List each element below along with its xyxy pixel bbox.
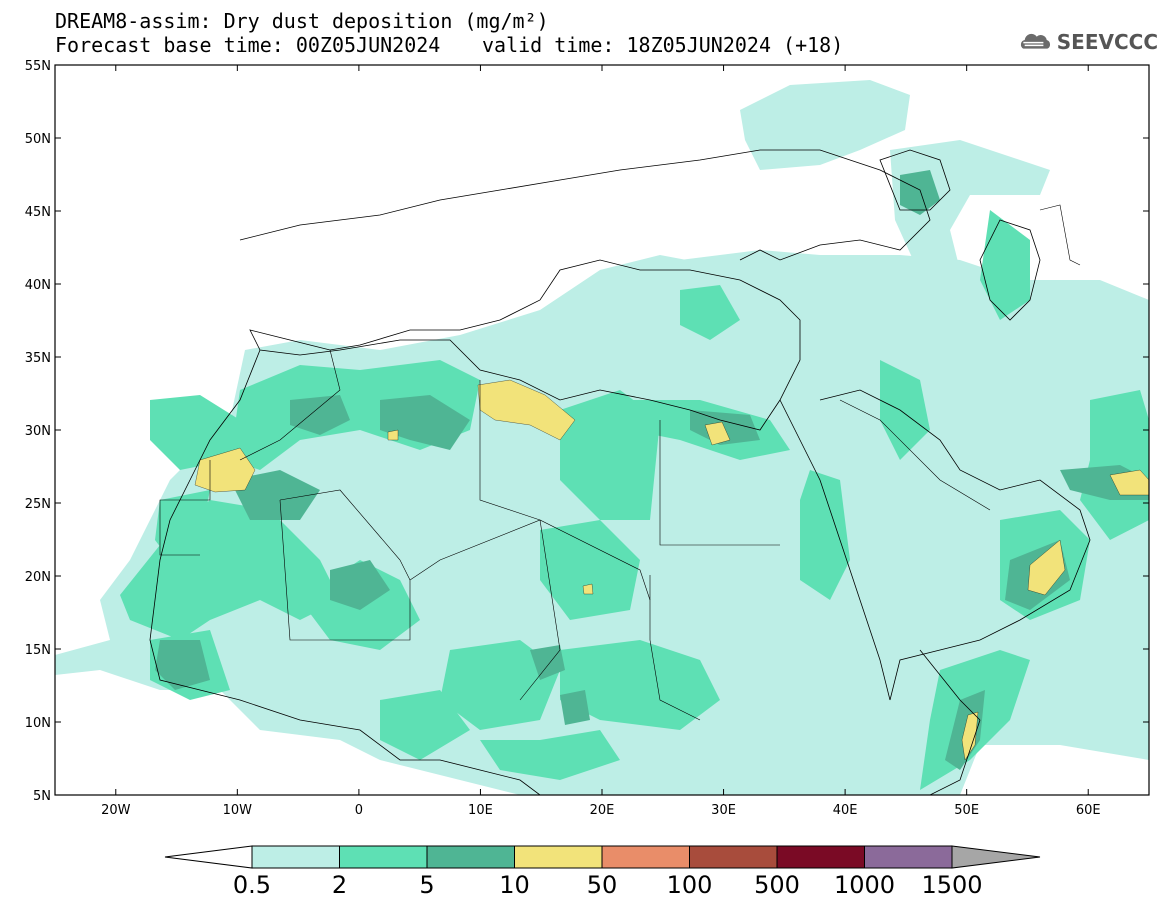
lon-tick-label: 60E xyxy=(1076,803,1101,818)
lon-axis: 20W 10W 0 10E 20E 30E 40E 50E 60E xyxy=(101,65,1101,818)
forecast-base-time: Forecast base time: 00Z05JUN2024 xyxy=(55,33,441,57)
lat-tick-label: 30N xyxy=(25,424,51,439)
lat-tick-label: 15N xyxy=(25,643,51,658)
colorbar-swatch xyxy=(864,845,953,869)
coastlines xyxy=(149,149,1091,795)
deposition-shading xyxy=(55,80,1149,795)
lon-tick-label: 20W xyxy=(101,803,131,818)
colorbar-swatch xyxy=(426,845,515,869)
chart-title-line1: DREAM8-assim: Dry dust deposition (mg/m²… xyxy=(55,9,549,33)
colorbar-label: 500 xyxy=(754,871,800,899)
lon-tick-label: 10W xyxy=(223,803,253,818)
country-borders xyxy=(159,204,1081,721)
colorbar-swatch xyxy=(601,845,690,869)
lat-tick-label: 35N xyxy=(25,351,51,366)
colorbar-under-triangle xyxy=(164,845,253,869)
lat-tick-label: 40N xyxy=(25,278,51,293)
colorbar: 0.5 2 5 10 50 100 500 1000 1500 xyxy=(164,845,1041,899)
lat-tick-label: 25N xyxy=(25,497,51,512)
colorbar-swatch xyxy=(689,845,778,869)
colorbar-label: 2 xyxy=(332,871,347,899)
colorbar-label: 50 xyxy=(587,871,618,899)
lat-tick-label: 5N xyxy=(33,789,51,804)
colorbar-swatch xyxy=(514,845,603,869)
lat-tick-label: 55N xyxy=(25,59,51,74)
seevccc-logo: SEEVCCC xyxy=(1018,28,1158,56)
colorbar-label: 1500 xyxy=(921,871,982,899)
lon-tick-label: 40E xyxy=(833,803,858,818)
lon-tick-label: 10E xyxy=(468,803,493,818)
logo-text: SEEVCCC xyxy=(1056,30,1158,54)
lat-tick-label: 45N xyxy=(25,205,51,220)
cloud-logo-icon xyxy=(1020,33,1051,49)
field-light-north xyxy=(740,80,910,170)
colorbar-label: 5 xyxy=(419,871,434,899)
lon-tick-label: 30E xyxy=(711,803,736,818)
lat-axis: 55N 50N 45N 40N 35N 30N 25N 20N 15N 10N 5N xyxy=(25,59,1149,804)
colorbar-over-triangle xyxy=(951,845,1041,869)
colorbar-swatch xyxy=(776,845,865,869)
valid-time: valid time: 18Z05JUN2024 (+18) xyxy=(482,33,844,57)
lon-tick-label: 20E xyxy=(590,803,615,818)
lat-tick-label: 50N xyxy=(25,132,51,147)
colorbar-swatch xyxy=(339,845,428,869)
lat-tick-label: 10N xyxy=(25,716,51,731)
lat-tick-label: 20N xyxy=(25,570,51,585)
colorbar-label: 100 xyxy=(667,871,713,899)
colorbar-label: 10 xyxy=(499,871,530,899)
colorbar-label: 0.5 xyxy=(233,871,271,899)
colorbar-label: 1000 xyxy=(834,871,895,899)
lon-tick-label: 50E xyxy=(954,803,979,818)
colorbar-swatch xyxy=(251,845,340,869)
lon-tick-label: 0 xyxy=(355,803,363,818)
